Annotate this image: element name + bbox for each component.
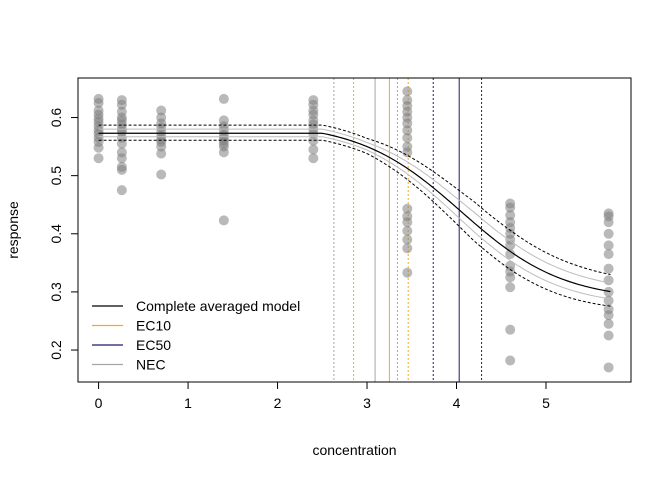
data-point	[218, 215, 229, 226]
data-point	[308, 135, 319, 146]
y-tick-label: 0.3	[48, 282, 64, 302]
data-point	[603, 217, 614, 228]
axes: 0 1 2 3 4 5 0.2 0.3 0.4 0.5 0.6	[48, 108, 550, 411]
legend-label-model: Complete averaged model	[136, 298, 300, 314]
data-point	[505, 324, 516, 335]
x-tick-label: 5	[542, 395, 550, 411]
data-point	[116, 138, 127, 149]
data-point	[218, 93, 229, 104]
data-point	[402, 118, 413, 129]
data-point	[116, 99, 127, 110]
data-point	[603, 228, 614, 239]
legend-label-nec: NEC	[136, 357, 166, 373]
data-point	[116, 153, 127, 164]
x-tick-label: 1	[184, 395, 192, 411]
data-point	[603, 263, 614, 274]
data-point	[402, 267, 413, 278]
nec-band-upper	[98, 128, 611, 284]
model-upper-ci	[98, 124, 611, 275]
y-tick-label: 0.6	[48, 108, 64, 128]
x-tick-label: 3	[363, 395, 371, 411]
data-point	[402, 234, 413, 245]
model-curves	[98, 124, 611, 307]
data-point	[156, 105, 167, 116]
data-point	[402, 217, 413, 228]
legend: Complete averaged model EC10 EC50 NEC	[92, 298, 300, 373]
data-point	[603, 249, 614, 260]
data-point	[402, 86, 413, 97]
legend-label-ec50: EC50	[136, 337, 171, 353]
x-tick-label: 2	[274, 395, 282, 411]
x-tick-label: 0	[95, 395, 103, 411]
data-point	[603, 295, 614, 306]
y-axis-label: response	[5, 201, 21, 259]
data-point	[603, 275, 614, 286]
data-point	[505, 202, 516, 213]
data-point	[505, 210, 516, 221]
data-point	[218, 147, 229, 158]
model-curve	[98, 132, 611, 293]
y-tick-label: 0.2	[48, 340, 64, 360]
nec-band-lower	[98, 136, 611, 300]
data-point	[93, 153, 104, 164]
data-point	[116, 164, 127, 175]
data-point	[93, 97, 104, 108]
data-point	[402, 203, 413, 214]
model-lower-ci	[98, 139, 611, 307]
y-tick-label: 0.5	[48, 166, 64, 186]
data-point	[116, 185, 127, 196]
data-point	[505, 249, 516, 260]
data-point	[505, 355, 516, 366]
data-point	[402, 225, 413, 236]
data-point	[93, 142, 104, 153]
data-point	[402, 132, 413, 143]
data-point	[156, 169, 167, 180]
data-point	[603, 330, 614, 341]
data-point	[603, 362, 614, 373]
data-point	[505, 272, 516, 283]
data-point	[505, 282, 516, 293]
data-point	[308, 153, 319, 164]
data-point	[603, 286, 614, 297]
x-tick-label: 4	[453, 395, 461, 411]
data-point	[603, 318, 614, 329]
x-axis-label: concentration	[312, 442, 396, 458]
data-point	[402, 147, 413, 158]
data-point	[603, 240, 614, 251]
data-point	[156, 148, 167, 159]
data-point	[156, 141, 167, 152]
legend-label-ec10: EC10	[136, 318, 171, 334]
data-point	[603, 310, 614, 321]
data-point	[402, 125, 413, 136]
data-point	[402, 243, 413, 254]
y-tick-label: 0.4	[48, 224, 64, 244]
data-point	[308, 144, 319, 155]
